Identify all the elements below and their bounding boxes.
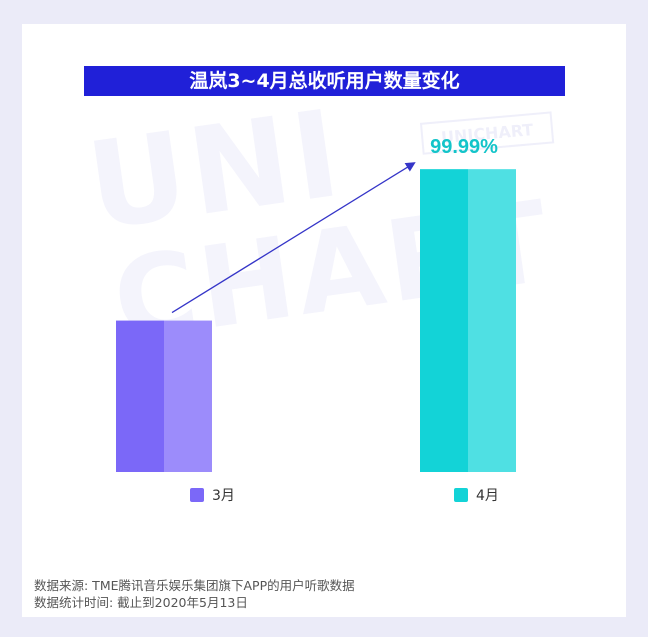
- legend-item-april: 4月: [454, 485, 499, 505]
- legend-label-march: 3月: [212, 488, 235, 504]
- data-label-april: 99.99%: [430, 136, 498, 158]
- footer-source: 数据来源: TME腾讯音乐娱乐集团旗下APP的用户听歌数据: [34, 578, 355, 593]
- bar-april: [420, 169, 516, 472]
- bar-april-right-half: [468, 169, 516, 472]
- chart-card: UNI CHART 温岚3~4月总收听用户数量变化 UNICHART 99.99%…: [22, 24, 626, 617]
- increase-arrow: [171, 162, 416, 314]
- bar-march-left-half: [116, 320, 164, 472]
- bars-layer: [116, 162, 516, 472]
- legend-swatch-april: [454, 488, 468, 502]
- bar-march: [116, 320, 212, 472]
- chart-title-bar: 温岚3~4月总收听用户数量变化: [84, 66, 565, 96]
- watermark-badge-frame: [419, 111, 555, 155]
- bar-april-left-half: [420, 169, 468, 472]
- legend-item-march: 3月: [190, 485, 235, 505]
- footer-notes: 数据来源: TME腾讯音乐娱乐集团旗下APP的用户听歌数据 数据统计时间: 截止…: [34, 577, 355, 611]
- chart-title: 温岚3~4月总收听用户数量变化: [189, 70, 460, 92]
- legend-label-april: 4月: [476, 488, 499, 504]
- bar-march-right-half: [164, 320, 212, 472]
- footer-period: 数据统计时间: 截止到2020年5月13日: [34, 595, 248, 610]
- legend-swatch-march: [190, 488, 204, 502]
